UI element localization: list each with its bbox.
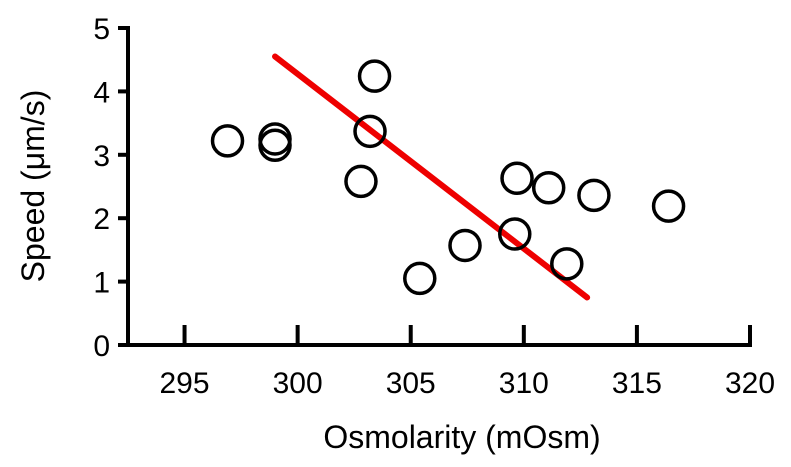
data-point xyxy=(260,124,290,154)
y-tick-label: 5 xyxy=(93,13,110,46)
data-points-layer xyxy=(213,61,684,293)
y-tick-label: 1 xyxy=(93,267,110,300)
axes xyxy=(118,28,750,345)
data-point xyxy=(534,173,564,203)
y-axis-title: Speed (μm/s) xyxy=(15,90,51,283)
data-point xyxy=(579,180,609,210)
data-point xyxy=(405,263,435,293)
data-point xyxy=(360,61,390,91)
y-tick-label: 3 xyxy=(93,140,110,173)
tick-labels-layer: 0 1 2 3 4 5 295 300 305 310 315 320 xyxy=(93,13,775,400)
x-tick-label: 320 xyxy=(725,367,775,400)
data-point xyxy=(552,249,582,279)
data-point xyxy=(213,126,243,156)
x-axis-title: Osmolarity (mOsm) xyxy=(323,419,600,455)
data-point xyxy=(260,130,290,160)
data-point xyxy=(346,166,376,196)
x-tick-label: 295 xyxy=(160,367,210,400)
y-tick-label: 0 xyxy=(93,330,110,363)
x-tick-label: 310 xyxy=(499,367,549,400)
x-tick-label: 300 xyxy=(273,367,323,400)
y-tick-label: 4 xyxy=(93,76,110,109)
x-tick-label: 315 xyxy=(612,367,662,400)
data-point xyxy=(502,163,532,193)
data-point xyxy=(654,191,684,221)
x-tick-label: 305 xyxy=(386,367,436,400)
data-point xyxy=(450,230,480,260)
y-tick-label: 2 xyxy=(93,203,110,236)
